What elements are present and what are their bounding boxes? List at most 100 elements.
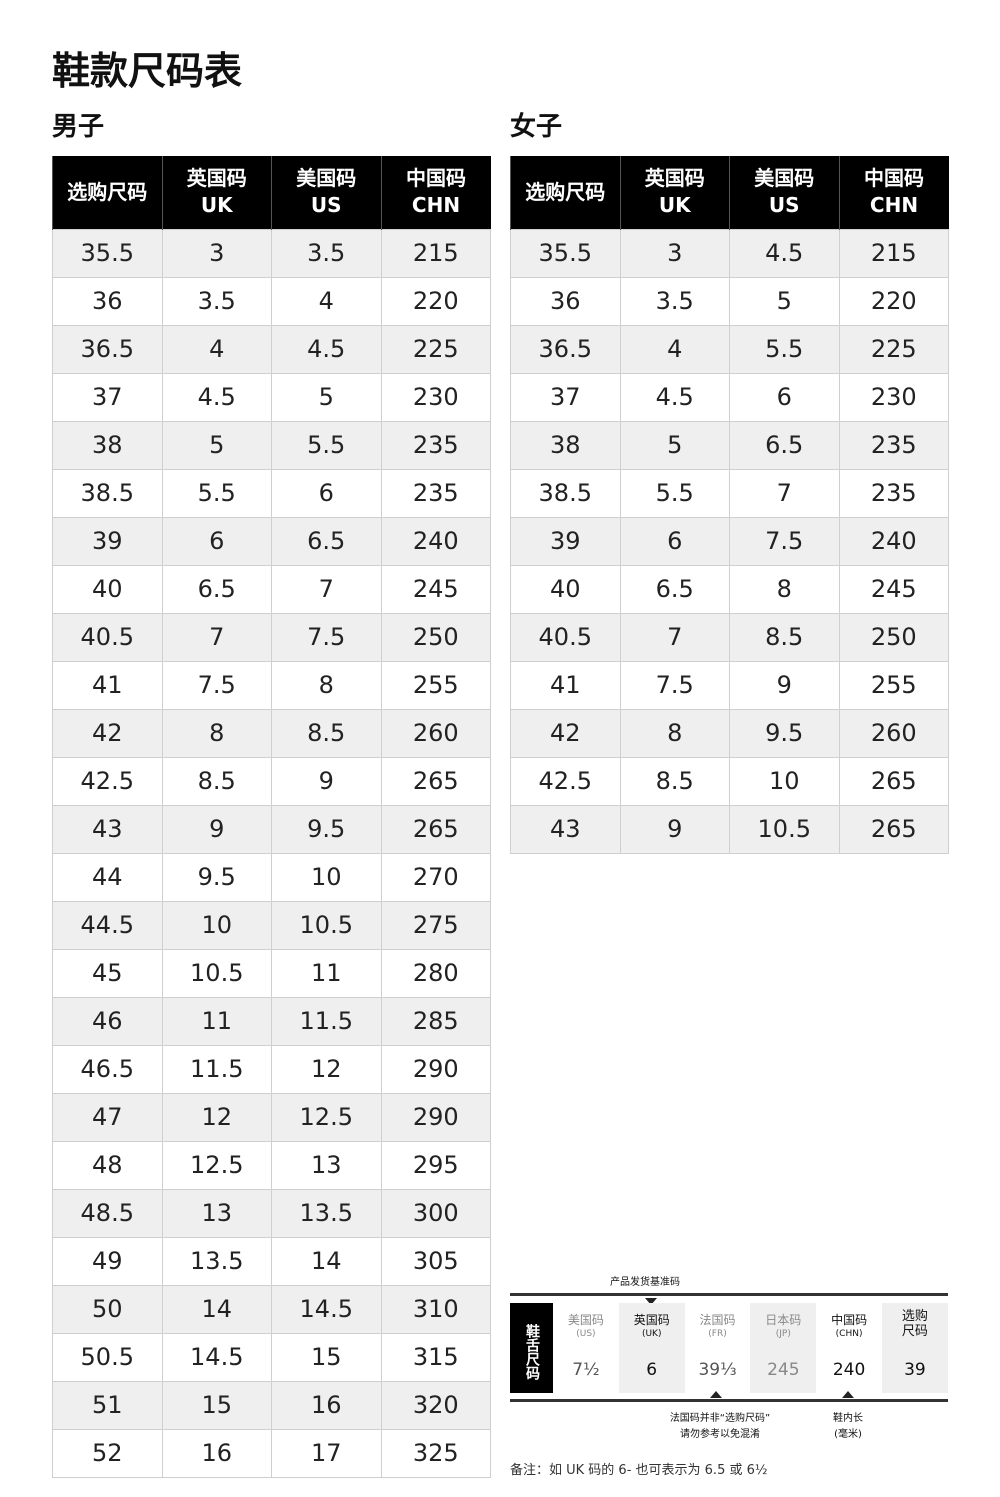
- table-cell: 10: [729, 756, 840, 806]
- table-cell: 260: [838, 708, 949, 758]
- label-cell-value: 240: [832, 1360, 866, 1380]
- table-cell: 16: [161, 1428, 272, 1478]
- label-cell-code: (CHN): [835, 1329, 863, 1339]
- table-cell: 50: [52, 1284, 163, 1334]
- table-cell: 12.5: [271, 1092, 382, 1142]
- chn-note: 鞋内长 (毫米): [833, 1413, 863, 1440]
- table-cell: 9.5: [271, 804, 382, 854]
- remark: 备注：如 UK 码的 6- 也可表示为 6.5 或 6½: [510, 1463, 768, 1478]
- table-row: 51 15 16 320: [52, 1380, 491, 1430]
- table-cell: 37: [510, 372, 621, 422]
- table-row: 48 12.5 13 295: [52, 1140, 491, 1190]
- table-row: 42.5 8.5 9 265: [52, 756, 491, 806]
- table-cell: 235: [838, 420, 949, 470]
- table-row: 36.5 4 4.5 225: [52, 324, 491, 374]
- table-cell: 39: [52, 516, 163, 566]
- table-cell: 5: [271, 372, 382, 422]
- table-cell: 8: [161, 708, 272, 758]
- table-cell: 11.5: [271, 996, 382, 1046]
- table-cell: 235: [838, 468, 949, 518]
- table-cell: 4: [161, 324, 272, 374]
- table-row: 37 4.5 5 230: [52, 372, 491, 422]
- table-row: 43 9 9.5 265: [52, 804, 491, 854]
- table-cell: 8.5: [161, 756, 272, 806]
- table-cell: 6.5: [619, 564, 730, 614]
- table-row: 47 12 12.5 290: [52, 1092, 491, 1142]
- table-cell: 290: [380, 1092, 491, 1142]
- table-row: 39 6 6.5 240: [52, 516, 491, 566]
- label-cell-value: 7½: [572, 1360, 600, 1380]
- table-cell: 14.5: [271, 1284, 382, 1334]
- table-row: 36 3.5 5 220: [510, 276, 949, 326]
- table-cell: 40: [510, 564, 621, 614]
- label-cell-code: (FR): [708, 1329, 727, 1339]
- column-header: 中国码 CHN: [380, 156, 491, 229]
- arrow-down-icon: [645, 1298, 657, 1305]
- table-cell: 7.5: [161, 660, 272, 710]
- table-row: 36 3.5 4 220: [52, 276, 491, 326]
- table-cell: 260: [380, 708, 491, 758]
- shipping-base-note: 产品发货基准码: [610, 1277, 680, 1288]
- label-cell-value: 39⅓: [698, 1360, 737, 1380]
- table-cell: 46.5: [52, 1044, 163, 1094]
- table-cell: 8: [619, 708, 730, 758]
- table-row: 41 7.5 9 255: [510, 660, 949, 710]
- column-header: 中国码 CHN: [838, 156, 949, 229]
- header-row: 选购尺码 英国码 UK 美国码 US 中国码 CHN: [52, 156, 491, 229]
- table-cell: 270: [380, 852, 491, 902]
- table-cell: 5: [729, 276, 840, 326]
- table-row: 38 5 5.5 235: [52, 420, 491, 470]
- table-cell: 45: [52, 948, 163, 998]
- table-cell: 215: [380, 228, 491, 278]
- table-cell: 6.5: [161, 564, 272, 614]
- table-cell: 265: [838, 804, 949, 854]
- table-row: 52 16 17 325: [52, 1428, 491, 1478]
- table-cell: 5.5: [271, 420, 382, 470]
- table-cell: 10: [161, 900, 272, 950]
- table-cell: 10.5: [161, 948, 272, 998]
- table-cell: 9: [619, 804, 730, 854]
- tongue-size-label: 鞋舌尺码: [510, 1303, 553, 1393]
- table-row: 35.5 3 4.5 215: [510, 228, 949, 278]
- table-cell: 39: [510, 516, 621, 566]
- table-cell: 13: [271, 1140, 382, 1190]
- table-cell: 42: [510, 708, 621, 758]
- table-row: 41 7.5 8 255: [52, 660, 491, 710]
- table-row: 40.5 7 7.5 250: [52, 612, 491, 662]
- divider: [510, 1293, 948, 1296]
- arrow-up-icon: [842, 1391, 854, 1398]
- table-row: 42 8 8.5 260: [52, 708, 491, 758]
- table-cell: 38: [52, 420, 163, 470]
- table-cell: 6: [161, 516, 272, 566]
- table-cell: 310: [380, 1284, 491, 1334]
- table-row: 46 11 11.5 285: [52, 996, 491, 1046]
- table-cell: 4: [619, 324, 730, 374]
- table-cell: 4.5: [161, 372, 272, 422]
- table-cell: 36.5: [510, 324, 621, 374]
- table-cell: 5: [619, 420, 730, 470]
- table-cell: 15: [161, 1380, 272, 1430]
- label-cell: 英国码 (UK) 6: [618, 1303, 685, 1393]
- table-cell: 40.5: [52, 612, 163, 662]
- table-row: 43 9 10.5 265: [510, 804, 949, 854]
- table-cell: 230: [838, 372, 949, 422]
- table-cell: 235: [380, 420, 491, 470]
- header-row: 选购尺码 英国码 UK 美国码 US 中国码 CHN: [510, 156, 949, 229]
- table-cell: 50.5: [52, 1332, 163, 1382]
- table-cell: 305: [380, 1236, 491, 1286]
- column-header: 美国码 US: [271, 156, 381, 229]
- table-cell: 10: [271, 852, 382, 902]
- women-heading: 女子: [510, 112, 563, 142]
- table-row: 37 4.5 6 230: [510, 372, 949, 422]
- table-row: 38 5 6.5 235: [510, 420, 949, 470]
- table-cell: 245: [380, 564, 491, 614]
- table-cell: 47: [52, 1092, 163, 1142]
- table-cell: 17: [271, 1428, 382, 1478]
- table-cell: 9: [161, 804, 272, 854]
- table-cell: 44.5: [52, 900, 163, 950]
- table-row: 49 13.5 14 305: [52, 1236, 491, 1286]
- table-row: 39 6 7.5 240: [510, 516, 949, 566]
- table-cell: 4.5: [729, 228, 840, 278]
- table-cell: 235: [380, 468, 491, 518]
- table-cell: 46: [52, 996, 163, 1046]
